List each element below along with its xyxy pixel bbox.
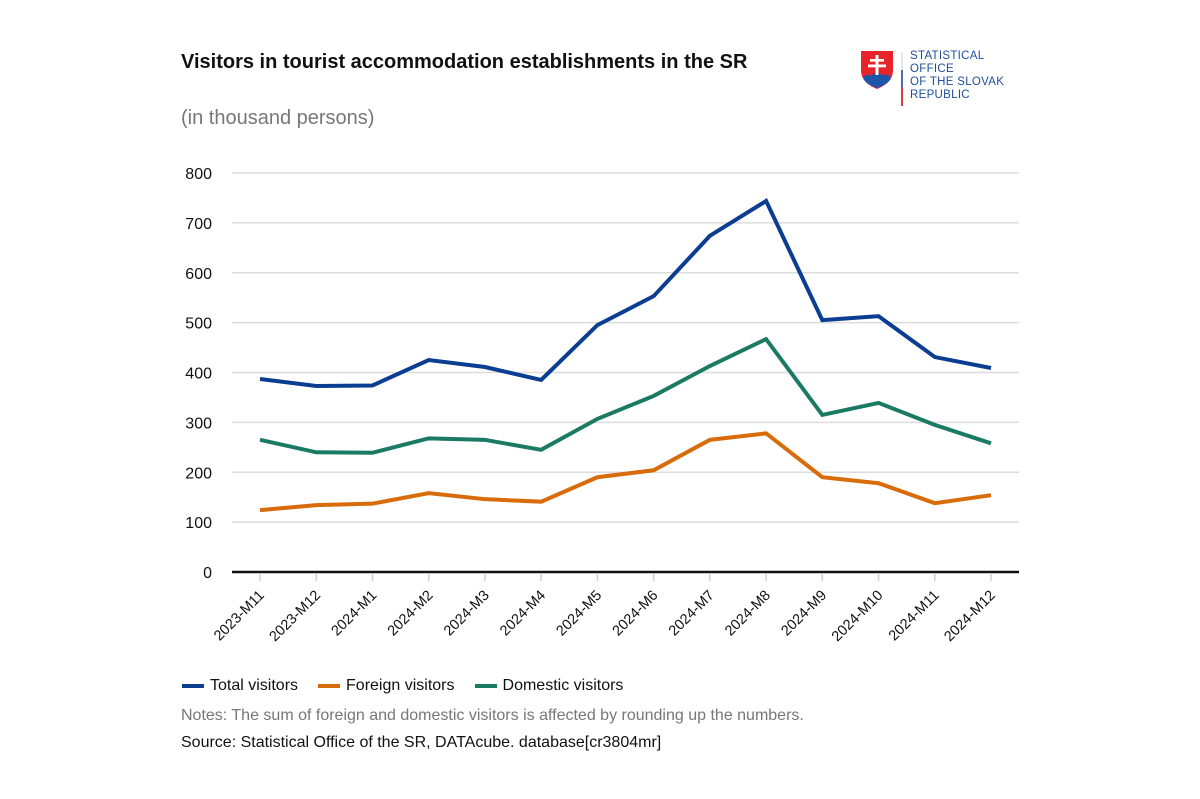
legend-item-foreign[interactable]: Foreign visitors [318,677,455,695]
y-axis-ticks: 0 100 200 300 400 500 600 700 800 [185,166,212,582]
chart-subtitle: (in thousand persons) [181,107,375,129]
chart-title: Visitors in tourist accommodation establ… [181,51,748,73]
gridlines [232,172,1019,523]
logo-line: REPUBLIC [910,89,970,101]
logo-divider [901,52,903,106]
legend-item-domestic[interactable]: Domestic visitors [474,677,624,695]
series-line-total-visitors[interactable] [259,198,992,388]
legend-swatch-total [182,684,204,688]
x-tick-label: 2024-M12 [941,588,998,645]
series-lines [259,198,992,513]
y-tick-label: 800 [185,166,212,183]
x-tick-label: 2024-M5 [553,588,605,640]
y-tick-label: 400 [185,366,212,383]
legend: Total visitors Foreign visitors Domestic… [182,677,623,695]
legend-label: Total visitors [210,677,299,694]
legend-label: Foreign visitors [346,677,455,694]
x-tick-label: 2024-M7 [666,588,718,640]
shield-icon [861,51,893,89]
y-tick-label: 600 [185,266,212,283]
legend-swatch-domestic [474,684,497,688]
legend-swatch-foreign [318,684,341,688]
x-tick-label: 2024-M9 [778,588,830,640]
y-tick-label: 700 [185,216,212,233]
x-tick-label: 2024-M6 [610,588,662,640]
y-tick-label: 100 [185,515,212,532]
logo-line: OFFICE [910,63,954,75]
y-tick-label: 0 [203,565,212,582]
statistical-office-logo: STATISTICAL OFFICE OF THE SLOVAK REPUBLI… [860,50,1030,110]
series-line-domestic-visitors[interactable] [259,336,992,455]
x-tick-label: 2023-M12 [267,588,324,645]
x-tick-label: 2024-M2 [385,588,437,640]
legend-item-total[interactable]: Total visitors [182,677,298,695]
x-tick-label: 2024-M11 [886,588,943,645]
logo-line: STATISTICAL [910,50,985,62]
logo-line: OF THE SLOVAK [910,76,1005,88]
x-tick-label: 2024-M8 [722,588,774,640]
x-tick-label: 2024-M4 [497,588,549,640]
series-line-foreign-visitors[interactable] [259,431,992,513]
y-tick-label: 500 [185,316,212,333]
chart-notes: Notes: The sum of foreign and domestic v… [181,707,804,724]
y-tick-label: 300 [185,415,212,432]
x-tick-label: 2024-M3 [441,588,493,640]
x-tick-label: 2024-M10 [829,588,886,645]
legend-label: Domestic visitors [502,677,624,694]
x-tick-label: 2024-M1 [329,588,381,640]
y-tick-label: 200 [185,465,212,482]
x-tick-label: 2023-M11 [211,588,268,645]
logo-text: STATISTICAL OFFICE OF THE SLOVAK REPUBLI… [910,50,1004,102]
chart-source: Source: Statistical Office of the SR, DA… [181,734,662,751]
